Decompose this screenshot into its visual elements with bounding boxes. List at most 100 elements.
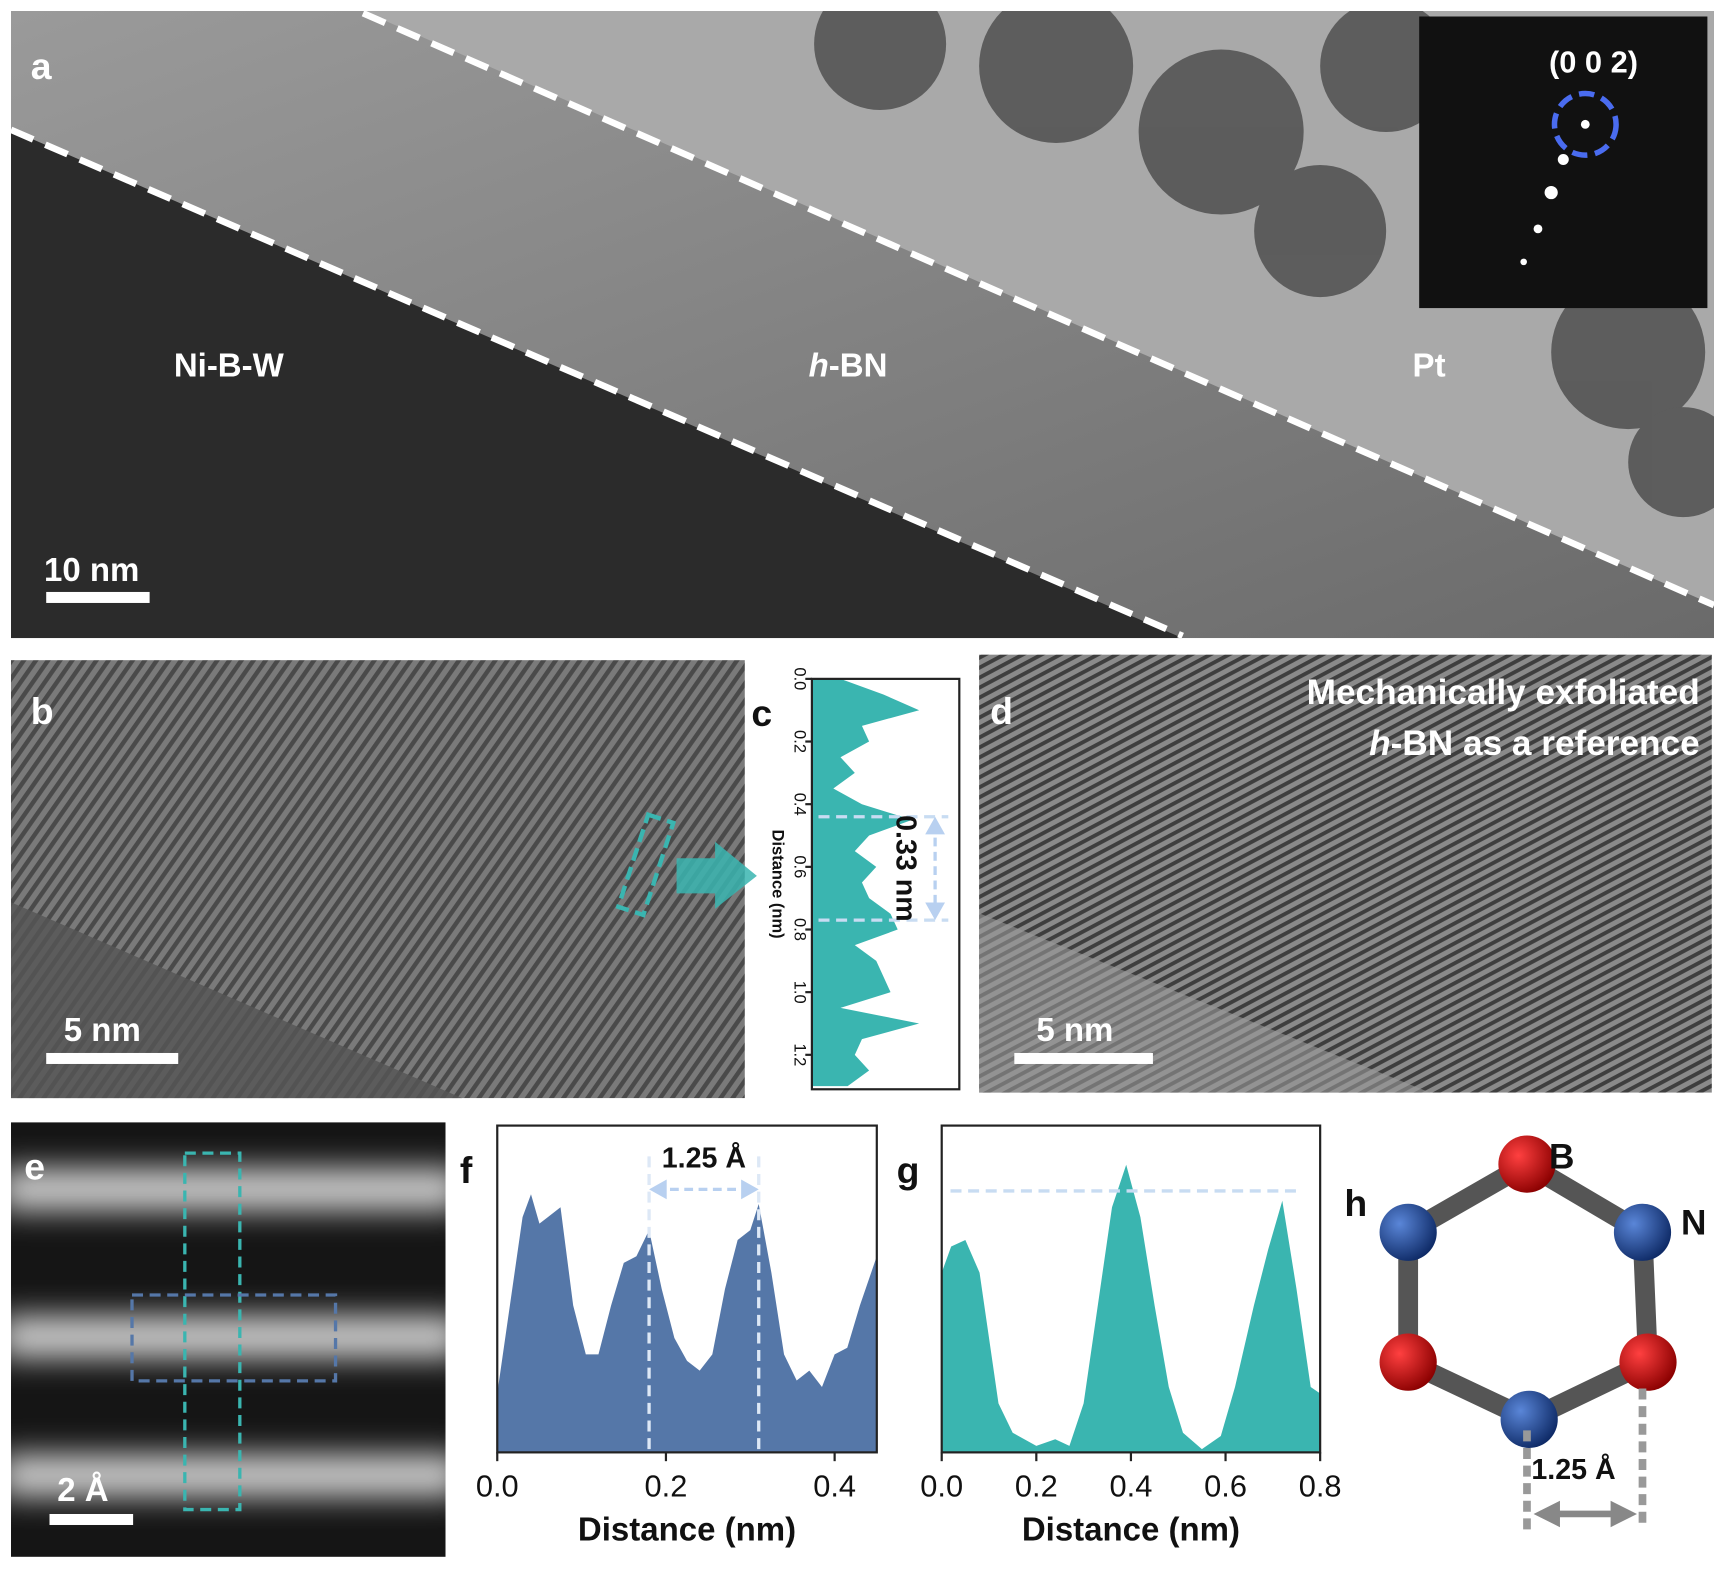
plot-frame — [810, 677, 961, 1091]
nitrogen-atom — [1500, 1390, 1558, 1448]
panel-a-image — [11, 11, 1714, 639]
annotation: 1.25 Å — [662, 1141, 746, 1174]
panel-g: 0.0 0.2 0.4 0.6 0.8 Distance (nm) — [920, 1124, 1342, 1547]
boron-atom — [1619, 1333, 1677, 1391]
x-tick-label: 0.0 — [920, 1468, 963, 1503]
scale-bar — [1014, 1052, 1153, 1064]
boundary-line — [361, 11, 1714, 609]
region-label: h-BN — [809, 346, 888, 383]
arrow-head — [1610, 1500, 1637, 1528]
boundary-line — [11, 126, 1184, 639]
shape — [1138, 49, 1304, 215]
shape — [11, 1168, 446, 1211]
shape — [1320, 11, 1453, 133]
nitrogen-atom — [1613, 1203, 1672, 1261]
y-tick-label: 0.8 — [790, 918, 808, 941]
shape — [979, 11, 1134, 144]
panel-label: g — [897, 1149, 920, 1191]
atom-label: B — [1549, 1137, 1574, 1176]
italic-part: h — [809, 346, 829, 383]
panel-label: c — [751, 692, 772, 734]
caption-text: -BN as a reference — [1391, 724, 1700, 763]
x-tick-label: 0.4 — [813, 1468, 856, 1503]
profile-box — [615, 811, 677, 918]
arrow-head — [649, 1179, 667, 1200]
scale-label: 5 nm — [1036, 1011, 1113, 1048]
profile-area — [811, 678, 920, 1087]
caption: Mechanically exfoliated — [1307, 673, 1700, 712]
y-axis-label: Distance (nm) — [768, 830, 786, 939]
shape — [1254, 165, 1387, 298]
shape — [1580, 119, 1590, 129]
region-label: Ni-B-W — [174, 346, 285, 383]
fft-spots — [1520, 119, 1590, 266]
plot-frame — [496, 1124, 878, 1454]
caption: h-BN as a reference — [1369, 724, 1700, 763]
shape — [11, 1315, 446, 1358]
bonds — [1398, 1154, 1658, 1430]
region-label: Pt — [1413, 346, 1446, 383]
annotation: 0.33 nm — [890, 815, 922, 922]
panel-label: d — [990, 690, 1013, 732]
y-tick-label: 0.0 — [790, 667, 808, 690]
scale-label: 10 nm — [44, 551, 139, 588]
y-tick-label: 0.6 — [790, 855, 808, 878]
arrow-head — [1533, 1500, 1560, 1528]
bond-length: 1.25 Å — [1531, 1453, 1615, 1486]
arrow-head — [925, 902, 946, 921]
profile-box — [130, 1293, 338, 1383]
x-axis-label: Distance (nm) — [1022, 1510, 1240, 1547]
y-tick-label: 1.0 — [790, 981, 808, 1004]
scale-bar — [49, 1513, 134, 1525]
profile-box — [183, 1151, 242, 1512]
x-tick-label: 0.2 — [645, 1468, 688, 1503]
shape — [11, 1168, 446, 1497]
shape — [1557, 154, 1569, 166]
pt-grains — [814, 11, 1714, 518]
italic-part: h — [1369, 724, 1390, 763]
y-tick-label: 1.2 — [790, 1043, 808, 1066]
nitrogen-atom — [1379, 1203, 1437, 1261]
x-tick-label: 0.4 — [1110, 1468, 1153, 1503]
shape — [11, 1454, 446, 1497]
panel-label: a — [31, 45, 53, 87]
panel-label: e — [24, 1145, 45, 1187]
boron-atom — [1498, 1135, 1556, 1193]
profile-area — [497, 1194, 877, 1453]
profile-area — [941, 1164, 1321, 1453]
shape — [814, 11, 947, 111]
shape — [1628, 407, 1714, 518]
panel-label: b — [31, 690, 54, 732]
arrow — [676, 841, 757, 909]
arrow-head — [741, 1179, 759, 1200]
panel-label: h — [1344, 1182, 1367, 1224]
boron-atom — [1379, 1333, 1437, 1391]
scale-label: 2 Å — [57, 1471, 108, 1508]
scale-bar — [46, 1052, 179, 1064]
atom-label: N — [1681, 1204, 1706, 1243]
amorphous-region — [11, 902, 463, 1099]
arrow-head — [925, 816, 946, 835]
scale-label: 5 nm — [64, 1011, 141, 1048]
shape — [1551, 275, 1706, 430]
y-tick-label: 0.2 — [790, 730, 808, 753]
shape — [1544, 185, 1558, 200]
panel-e-image — [11, 1122, 446, 1557]
y-tick-label: 0.4 — [790, 793, 808, 816]
shape — [1533, 224, 1543, 234]
fft-circle — [1551, 90, 1619, 158]
shape — [1520, 258, 1527, 266]
x-axis-label: Distance (nm) — [578, 1510, 796, 1547]
scale-bar — [46, 591, 150, 603]
x-tick-label: 0.6 — [1204, 1468, 1247, 1503]
x-tick-label: 0.0 — [476, 1468, 519, 1503]
region-text: -BN — [829, 346, 888, 383]
x-tick-label: 0.8 — [1299, 1468, 1342, 1503]
fft-label: (0 0 2) — [1549, 45, 1638, 80]
panel-c: 0.0 0.2 0.4 0.6 0.8 1.0 1.2 Distance (nm) 0.33 n… — [768, 667, 961, 1091]
hexagon — [1379, 1135, 1677, 1530]
x-tick-label: 0.2 — [1015, 1468, 1058, 1503]
